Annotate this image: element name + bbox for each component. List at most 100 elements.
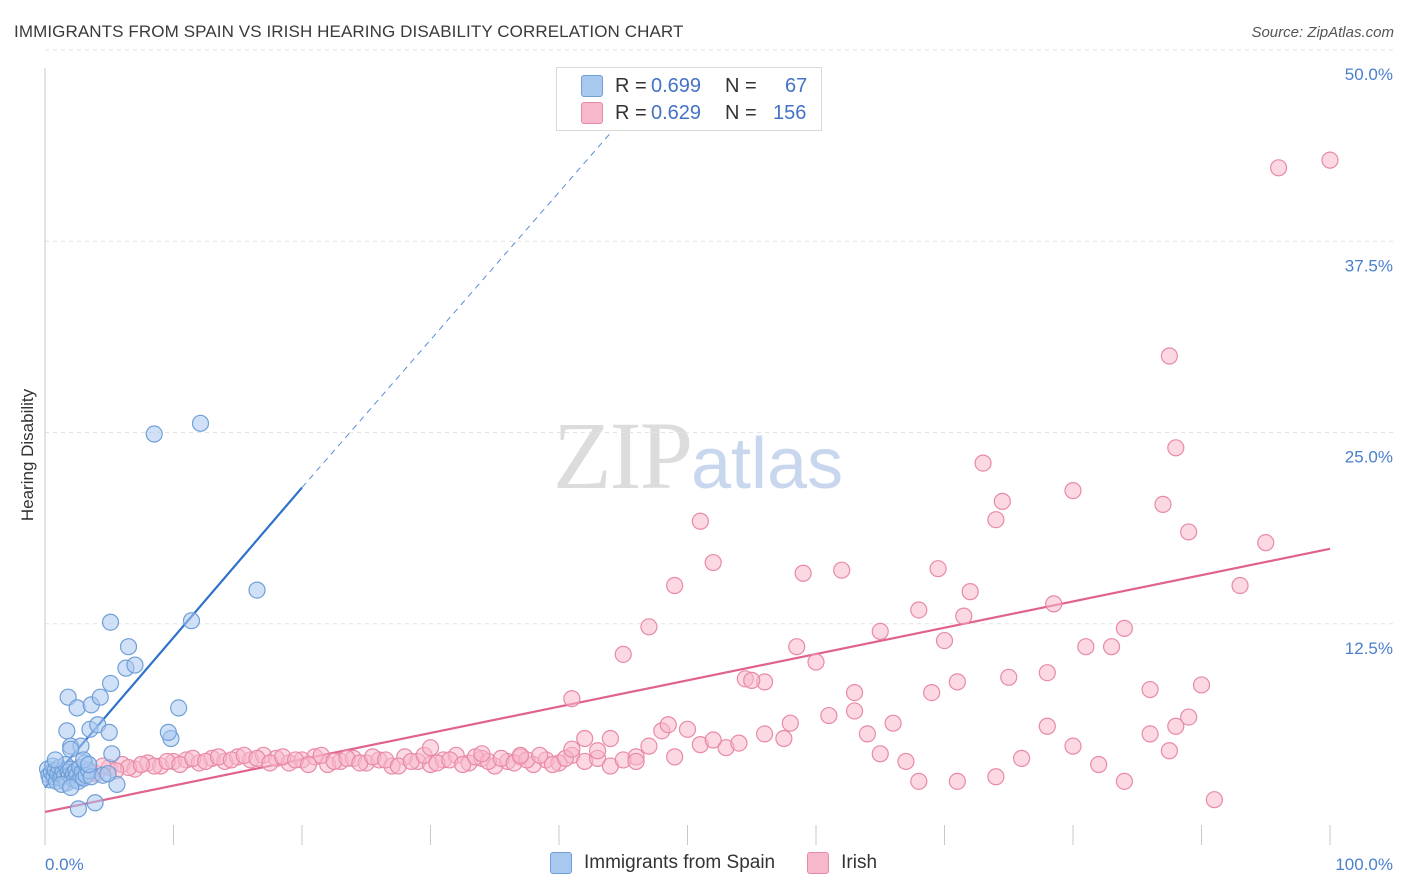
legend-n-value: 67	[785, 74, 808, 97]
spain-point	[69, 800, 88, 818]
legend-swatch-blue	[581, 75, 603, 97]
irish-point	[614, 645, 632, 663]
irish-point	[845, 683, 864, 702]
irish-point	[1180, 523, 1198, 541]
irish-point	[576, 729, 594, 748]
irish-point	[1205, 791, 1223, 809]
irish-point	[1192, 676, 1211, 694]
irish-point	[845, 702, 864, 720]
x-tick-label: 100.0%	[1335, 855, 1393, 874]
irish-point	[775, 729, 793, 748]
irish-point	[666, 576, 684, 595]
spain-point	[182, 612, 201, 630]
irish-point	[820, 706, 838, 725]
irish-point	[884, 714, 902, 732]
spain-trend-extension	[301, 103, 637, 488]
irish-point	[910, 772, 928, 790]
y-tick-label: 25.0%	[1345, 448, 1393, 467]
irish-point	[871, 745, 889, 763]
spain-point	[62, 740, 80, 758]
irish-point	[1141, 680, 1159, 699]
legend-label-irish: Irish	[841, 852, 878, 873]
irish-point	[421, 739, 440, 757]
legend-item-spain[interactable]: Immigrants from Spain	[550, 852, 775, 874]
irish-point	[588, 742, 607, 760]
irish-point	[1321, 151, 1339, 169]
spain-point	[58, 722, 76, 740]
irish-point	[987, 768, 1005, 786]
stats-legend: R = 0.699 N = 67 R = 0.629 N = 156	[556, 67, 822, 131]
irish-point	[1115, 619, 1134, 637]
irish-point	[923, 683, 941, 702]
watermark: ZIPatlas	[553, 400, 843, 511]
irish-point	[627, 752, 645, 771]
irish-point	[1115, 772, 1134, 790]
irish-point	[1038, 664, 1056, 682]
irish-point	[511, 746, 530, 764]
irish-point	[299, 755, 318, 774]
irish-point	[1160, 742, 1178, 760]
legend-r-value: 0.699	[651, 74, 702, 97]
legend-row-spain: R = 0.699 N = 67	[581, 74, 807, 98]
irish-point	[929, 560, 947, 578]
spain-point	[101, 674, 120, 693]
irish-point	[955, 607, 973, 625]
irish-point	[743, 671, 761, 689]
irish-point	[1167, 717, 1185, 735]
irish-point	[1231, 576, 1249, 595]
irish-point	[640, 618, 658, 636]
spain-point	[191, 414, 210, 432]
spain-point	[103, 745, 121, 763]
legend-r-value: 0.629	[651, 101, 702, 124]
legend-label-spain: Immigrants from Spain	[584, 852, 776, 873]
irish-point	[1064, 737, 1082, 755]
irish-point	[833, 561, 851, 579]
chart-title: IMMIGRANTS FROM SPAIN VS IRISH HEARING D…	[14, 22, 684, 41]
spain-point	[99, 765, 117, 783]
y-tick-label: 50.0%	[1345, 65, 1393, 84]
irish-point	[794, 564, 812, 582]
series-legend: Immigrants from Spain Irish	[550, 852, 909, 874]
x-tick-label: 0.0%	[45, 855, 84, 874]
y-tick-label: 37.5%	[1345, 256, 1393, 275]
irish-point	[1064, 482, 1082, 500]
legend-row-irish: R = 0.629 N = 156	[581, 101, 806, 125]
irish-point	[1012, 749, 1031, 767]
spain-point	[86, 794, 104, 812]
irish-point	[704, 731, 722, 749]
spain-point	[46, 751, 64, 769]
spain-point	[101, 613, 120, 631]
irish-point	[1000, 668, 1018, 686]
watermark-zip: ZIP	[553, 402, 693, 509]
irish-point	[454, 755, 472, 774]
irish-point	[993, 492, 1011, 510]
irish-point	[531, 746, 549, 764]
trend-lines	[44, 103, 1331, 814]
source-credit: Source: ZipAtlas.com	[1251, 24, 1394, 41]
irish-point	[640, 737, 658, 755]
irish-point	[563, 740, 581, 758]
spain-point	[159, 723, 177, 741]
irish-point	[1038, 717, 1056, 735]
irish-point	[666, 748, 684, 766]
irish-point	[473, 745, 491, 763]
irish-point	[563, 690, 581, 708]
legend-swatch-pink	[581, 102, 603, 124]
watermark-atlas: atlas	[691, 424, 844, 504]
irish-point	[961, 583, 979, 601]
irish-point	[974, 454, 992, 472]
irish-point	[788, 638, 806, 656]
grid-lines	[45, 49, 1395, 625]
legend-n-value: 156	[773, 101, 807, 124]
irish-point	[1269, 159, 1288, 177]
y-tick-label: 12.5%	[1345, 639, 1393, 658]
irish-point	[987, 511, 1005, 529]
irish-point	[1090, 755, 1108, 774]
irish-point	[897, 752, 915, 771]
legend-r-label: R =	[615, 74, 647, 97]
legend-n-label: N =	[725, 74, 757, 97]
legend-item-irish[interactable]: Irish	[807, 852, 877, 874]
irish-point	[781, 714, 799, 732]
irish-point	[132, 755, 150, 774]
axes	[44, 68, 1331, 845]
